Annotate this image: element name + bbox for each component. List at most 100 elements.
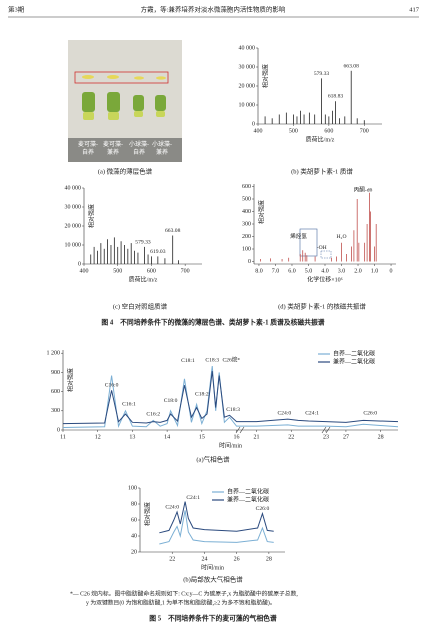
annotation: 663.08 — [344, 63, 360, 69]
series-line — [62, 371, 399, 425]
y-axis-label: 相对强度 — [257, 200, 265, 224]
annotation: C24:1 — [186, 495, 200, 501]
y-tick-label: 40 000 — [65, 185, 82, 191]
band-lime — [83, 111, 165, 120]
panel-caption: (b) 类胡萝卜素-1 质谱 — [291, 166, 353, 175]
lane-label: 麦可藻-自养 — [78, 140, 98, 156]
panel-caption: (a) 微藻的薄层色谱 — [98, 166, 153, 175]
y-tick-label: 0 — [78, 261, 81, 267]
x-tick-label: 1.0 — [371, 268, 379, 274]
y-tick-label: 600 — [242, 184, 251, 190]
y-tick-label: 0 — [57, 427, 60, 433]
x-tick-label: 28 — [378, 434, 384, 440]
chart: 0 100 200 300 400 500 600 8.0 7.0 6.0 5.0 4.0 3.0 2.0… — [242, 184, 396, 283]
lane-label: 小球藻-兼养 — [152, 140, 172, 156]
x-tick-label: 22 — [288, 434, 294, 440]
y-tick-label: 40 — [131, 533, 137, 539]
y-axis-label: 相对强度 — [143, 502, 151, 526]
annotation: C18:2 — [195, 391, 209, 397]
figure-caption: 图 4 不同培养条件下的微藻的薄层色谱、类胡萝卜素-1 质谱及核磁共振谱 — [101, 318, 324, 327]
x-tick-label: 12 — [95, 434, 101, 440]
x-tick-label: 8.0 — [255, 268, 263, 274]
footnote: y 为双键数目(0 为饱和脂肪酸,1 为单不饱和脂肪酸,≥2 为多不饱和脂肪酸)… — [86, 598, 276, 606]
annotation: C16:1 — [122, 402, 136, 408]
x-axis-label: 时间/min — [219, 441, 242, 449]
x-axis-label: 质荷比/m/z — [306, 135, 335, 143]
y-tick-label: 100 — [128, 485, 137, 491]
annotation: C18:1 — [181, 358, 195, 364]
x-tick-label: 14 — [164, 434, 170, 440]
annotation: 618.83 — [328, 94, 344, 100]
band-green — [82, 92, 166, 112]
x-tick-label: 24 — [201, 556, 207, 562]
x-tick-label: 500 — [113, 268, 122, 274]
annotation: C26烷* — [222, 356, 240, 364]
x-tick-label: 26 — [234, 556, 240, 562]
annotation: C24:0 — [277, 411, 291, 417]
x-tick-label: 28 — [266, 556, 272, 562]
y-tick-label: 500 — [242, 196, 251, 202]
y-axis-label: 相对强度 — [87, 204, 95, 228]
x-tick-label: 22 — [169, 556, 175, 562]
header-right: 417 — [409, 6, 420, 13]
panel-caption: (d) 类胡萝卜素-1 的核磁共振谱 — [278, 301, 366, 310]
y-tick-label: 60 — [131, 517, 137, 523]
y-tick-label: 1 200 — [47, 351, 61, 357]
y-tick-label: 40 000 — [239, 45, 256, 51]
x-axis-label: 时间/min — [201, 563, 224, 571]
y-tick-label: 200 — [242, 234, 251, 240]
chart: 0 10 000 20 000 30 000 40 000 400 500 600 700 质荷比… — [65, 185, 202, 283]
annotation: -OH — [317, 245, 327, 251]
y-tick-label: 600 — [51, 389, 60, 395]
panel-caption: (a)气相色谱 — [196, 454, 230, 463]
y-tick-label: 10 000 — [239, 102, 256, 108]
y-tick-label: 10 000 — [65, 242, 82, 248]
x-tick-label: 16 — [234, 434, 240, 440]
x-tick-label: 7.0 — [272, 268, 280, 274]
x-tick-label: 5.0 — [305, 268, 313, 274]
x-tick-label: 400 — [254, 128, 263, 134]
legend-label: 自养—二氧化碳 — [227, 487, 269, 495]
x-tick-label: 700 — [360, 128, 369, 134]
region-box — [299, 228, 318, 257]
annotation: C18:3 — [205, 358, 219, 364]
series-line — [159, 501, 274, 534]
annotation: C18:0 — [164, 398, 178, 404]
annotation: C24:1 — [305, 411, 319, 417]
legend-label: 自养—二氧化碳 — [333, 349, 375, 357]
lane-label: 小球藻-自养 — [129, 140, 149, 156]
x-tick-label: 0 — [390, 268, 393, 274]
y-tick-label: 0 — [248, 259, 251, 265]
series-line — [159, 510, 274, 545]
y-tick-label: 20 — [131, 549, 137, 555]
annotation: H₂O — [336, 234, 346, 240]
x-axis-label: 化学位移×10⁶ — [307, 275, 342, 283]
annotation: C26:0 — [363, 411, 377, 417]
y-tick-label: 30 000 — [65, 204, 82, 210]
highlight-box — [74, 71, 169, 84]
x-axis-label: 质荷比/m/z — [129, 275, 158, 283]
label-strip — [68, 138, 182, 162]
footnote: *— C26 烷内标。图中脂肪酸命名规则如下: Cx:y—C 为碳原子,x 为脂… — [70, 589, 298, 597]
annotation: 663.08 — [165, 228, 181, 234]
annotation: 579.33 — [135, 239, 151, 245]
annotation: 丙酮-d6 — [354, 187, 373, 194]
annotation: C24:0 — [165, 504, 179, 510]
x-tick-label: 23 — [323, 434, 329, 440]
annotation: 烯烃氢 — [290, 232, 307, 240]
x-tick-label: 21 — [254, 434, 260, 440]
y-tick-label: 400 — [242, 209, 251, 215]
y-tick-label: 20 000 — [239, 83, 256, 89]
annotation: C18:3 — [226, 407, 240, 413]
x-tick-label: 500 — [289, 128, 298, 134]
x-tick-label: 15 — [199, 434, 205, 440]
y-tick-label: 900 — [51, 370, 60, 376]
x-tick-label: 4.0 — [321, 268, 329, 274]
chart: 0 300 600 900 1 200 11 12 13 14 15 16 21 22 23 27 28 时间/… — [47, 349, 399, 449]
y-tick-label: 0 — [252, 121, 255, 127]
legend-label: 兼养—二氧化碳 — [333, 357, 375, 365]
chart: 20 40 60 80 100 22 24 26 28 时间/min 相对强度 自养—二氧化碳兼养—二… — [128, 485, 285, 571]
tlc-plate: 麦可藻-自养 麦可藻-兼养 小球藻-自养 小球藻-兼养 — [68, 40, 182, 162]
